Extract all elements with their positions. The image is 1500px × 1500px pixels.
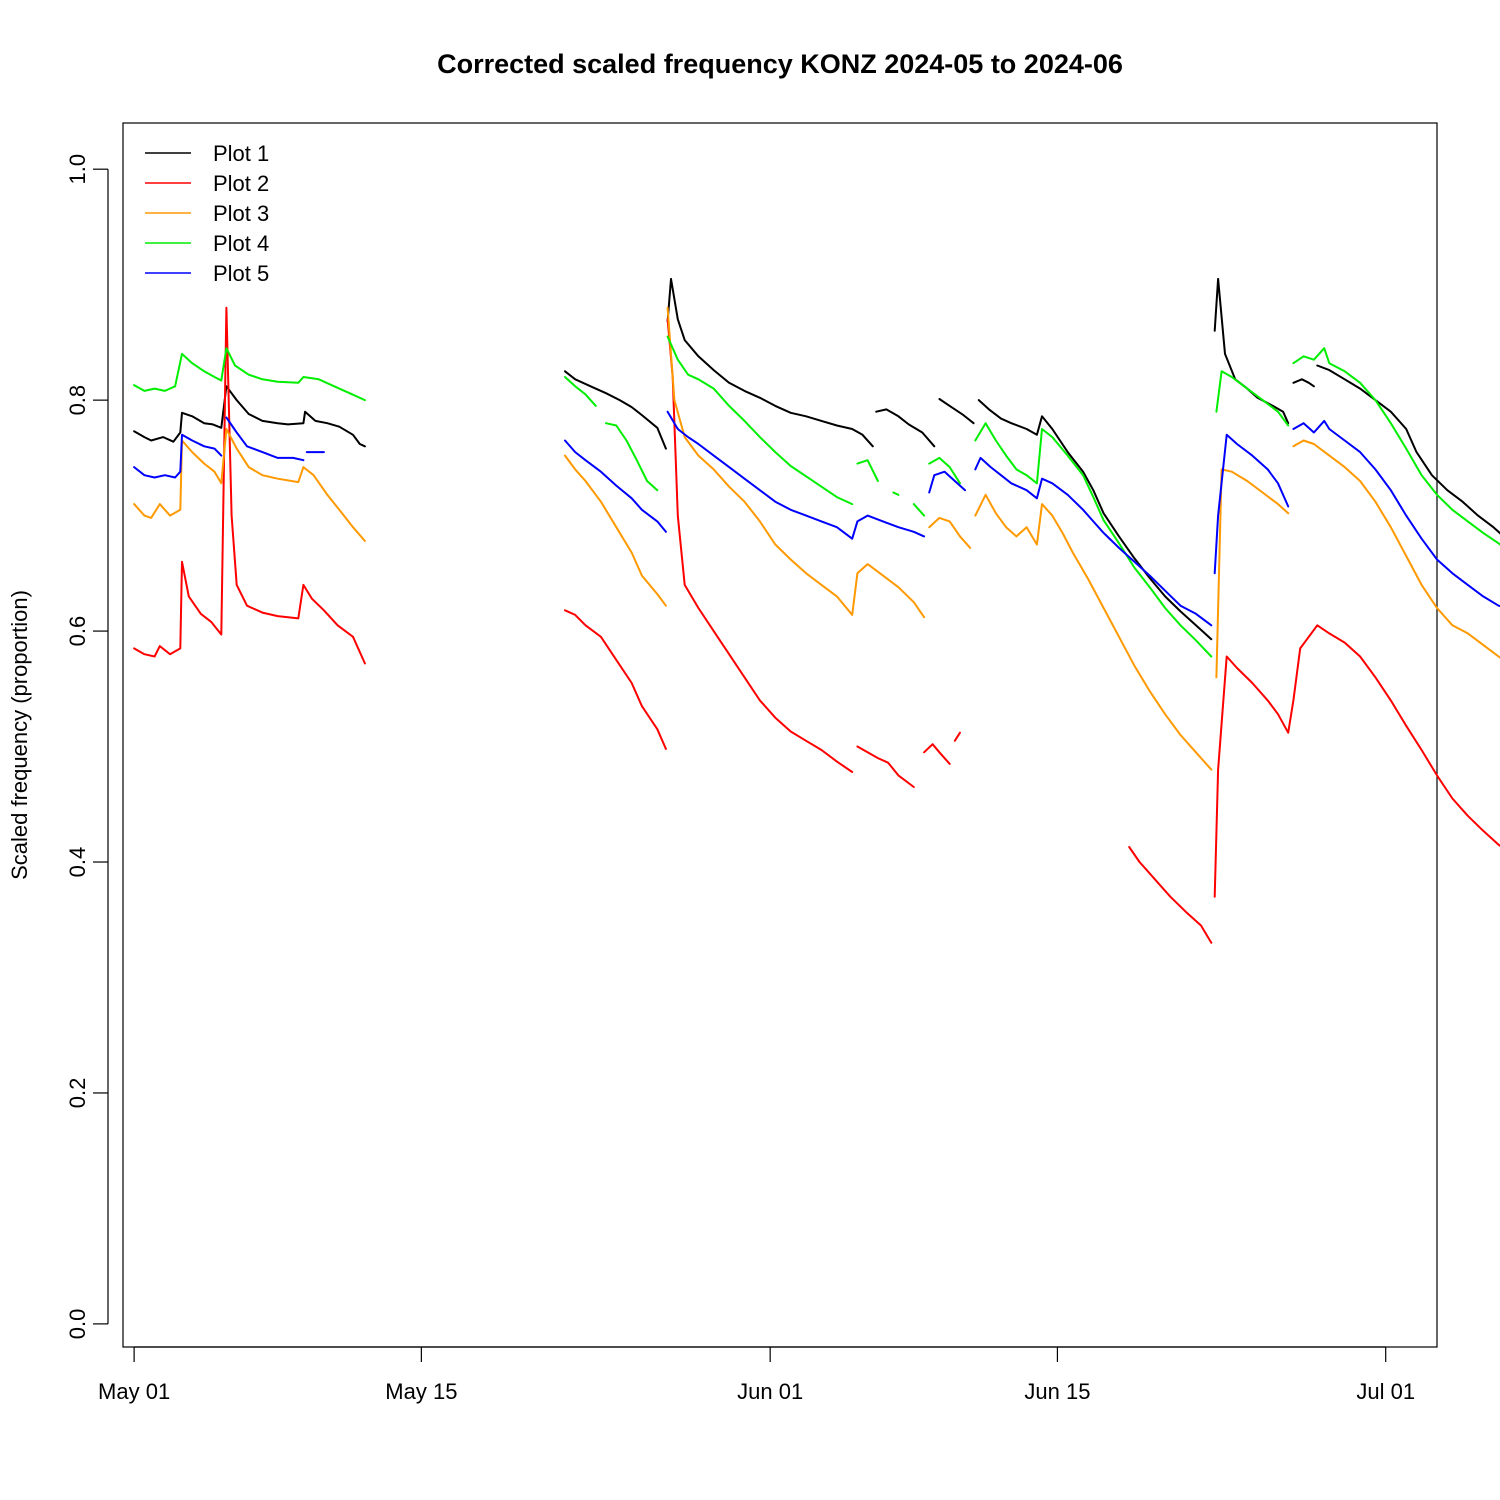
legend-label: Plot 1 xyxy=(213,141,269,166)
series-line-segment xyxy=(1215,370,1290,427)
series-line-segment xyxy=(133,428,366,542)
series-plot-3 xyxy=(133,306,1500,771)
series-line-segment xyxy=(564,370,667,450)
series-line-segment xyxy=(1215,468,1290,679)
series-line-segment xyxy=(912,503,926,517)
series-line-segment xyxy=(666,318,854,773)
series-line-segment xyxy=(974,456,1213,627)
x-tick-label: May 01 xyxy=(98,1379,170,1404)
x-tick-label: Jul 01 xyxy=(1356,1379,1415,1404)
y-tick-label: 0.2 xyxy=(65,1078,90,1109)
series-line-segment xyxy=(1316,364,1500,535)
series-line-segment xyxy=(1292,419,1500,608)
series-line-segment xyxy=(564,439,667,533)
y-tick-label: 0.6 xyxy=(65,616,90,647)
series-line-segment xyxy=(928,456,961,485)
series-line-segment xyxy=(666,277,874,448)
x-tick-label: May 15 xyxy=(385,1379,457,1404)
series-line-segment xyxy=(133,385,366,448)
series-line-segment xyxy=(938,398,975,425)
legend: Plot 1 Plot 2 Plot 3 Plot 4 Plot 5 xyxy=(145,141,269,286)
chart-title: Corrected scaled frequency KONZ 2024-05 … xyxy=(437,49,1123,79)
series-line-segment xyxy=(133,306,366,665)
y-tick-label: 0.0 xyxy=(65,1309,90,1340)
x-axis: May 01 May 15 Jun 01 Jun 15 Jul 01 xyxy=(98,1346,1415,1404)
series-line-segment xyxy=(892,491,900,496)
series-line-segment xyxy=(1213,624,1500,898)
series-line-segment xyxy=(564,454,667,607)
y-tick-label: 1.0 xyxy=(65,154,90,185)
y-axis: 0.0 0.2 0.4 0.6 0.8 1.0 xyxy=(65,154,109,1340)
series-line-segment xyxy=(666,335,854,506)
legend-label: Plot 5 xyxy=(213,261,269,286)
series-line-segment xyxy=(564,609,667,750)
series-layer xyxy=(133,277,1500,944)
series-line-segment xyxy=(1292,347,1500,546)
series-line-segment xyxy=(953,731,961,742)
x-tick-label: Jun 01 xyxy=(737,1379,803,1404)
x-tick-label: Jun 15 xyxy=(1024,1379,1090,1404)
series-plot-2 xyxy=(133,306,1500,944)
plot-area-frame xyxy=(122,122,1438,1348)
series-line-segment xyxy=(923,743,951,765)
legend-label: Plot 2 xyxy=(213,171,269,196)
y-axis-title: Scaled frequency (proportion) xyxy=(7,590,32,880)
series-line-segment xyxy=(1128,846,1213,944)
series-line-segment xyxy=(133,347,366,402)
series-line-segment xyxy=(1292,378,1315,388)
series-plot-4 xyxy=(133,335,1500,658)
series-plot-1 xyxy=(133,277,1500,641)
series-line-segment xyxy=(856,745,915,788)
series-line-segment xyxy=(977,399,1213,641)
series-line-segment xyxy=(1292,439,1500,659)
series-line-segment xyxy=(133,433,223,479)
series-line-segment xyxy=(928,516,972,549)
series-line-segment xyxy=(666,410,926,540)
legend-label: Plot 4 xyxy=(213,231,269,256)
series-line-segment xyxy=(605,422,659,492)
series-line-segment xyxy=(1213,433,1290,575)
series-line-segment xyxy=(974,422,1213,658)
series-line-segment xyxy=(666,306,926,619)
series-line-segment xyxy=(928,470,967,494)
legend-label: Plot 3 xyxy=(213,201,269,226)
series-line-segment xyxy=(564,376,597,407)
y-tick-label: 0.8 xyxy=(65,385,90,416)
series-line-segment xyxy=(974,493,1213,771)
series-line-segment xyxy=(875,408,936,448)
series-line-segment xyxy=(1213,277,1290,425)
y-tick-label: 0.4 xyxy=(65,847,90,878)
series-line-segment xyxy=(856,459,879,482)
series-plot-5 xyxy=(133,410,1500,627)
series-line-segment xyxy=(225,416,305,462)
